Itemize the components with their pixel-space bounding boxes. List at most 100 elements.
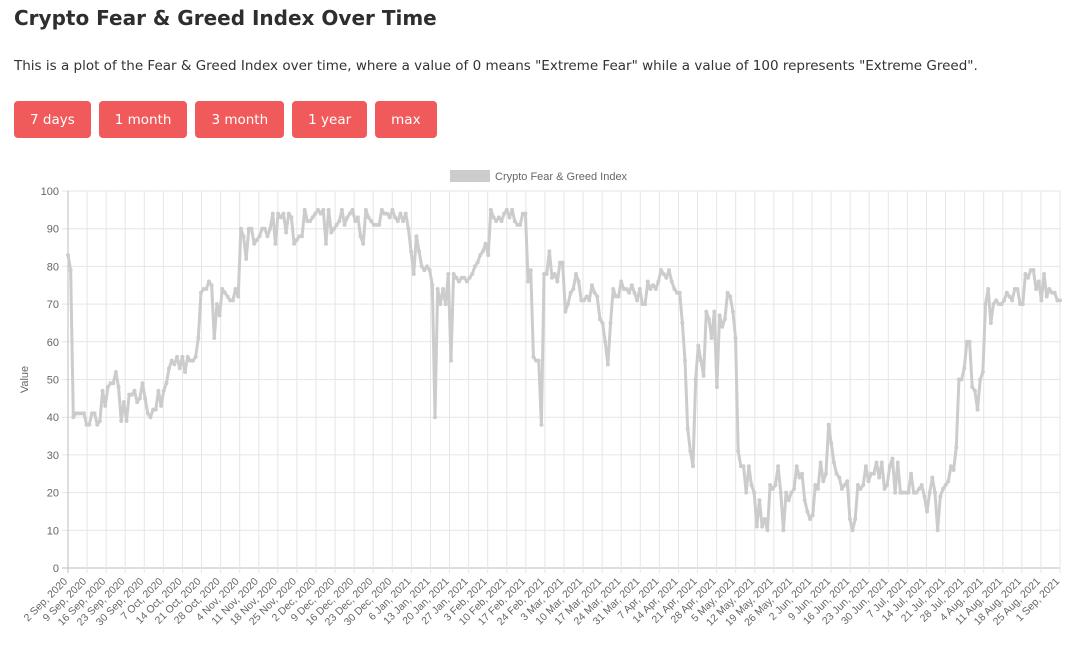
data-point[interactable] [970,385,975,390]
data-point[interactable] [185,354,190,359]
data-point[interactable] [308,219,313,224]
data-point[interactable] [839,486,844,491]
data-point[interactable] [478,253,483,258]
data-point[interactable] [802,498,807,503]
data-point[interactable] [661,271,666,276]
data-point[interactable] [938,494,943,499]
data-point[interactable] [206,279,211,284]
data-point[interactable] [337,219,342,224]
data-point[interactable] [262,226,267,231]
data-point[interactable] [496,215,501,220]
data-point[interactable] [709,336,714,341]
data-point[interactable] [66,253,70,258]
data-point[interactable] [140,381,145,386]
data-point[interactable] [821,479,826,484]
data-point[interactable] [196,336,201,341]
data-point[interactable] [874,460,879,465]
data-point[interactable] [510,207,515,212]
data-point[interactable] [762,516,767,521]
data-point[interactable] [1044,294,1049,299]
data-point[interactable] [531,354,536,359]
data-point[interactable] [770,486,775,491]
data-point[interactable] [209,283,214,288]
data-point[interactable] [704,309,709,314]
data-point[interactable] [92,411,97,416]
data-point[interactable] [379,207,384,212]
data-point[interactable] [539,422,544,427]
data-point[interactable] [940,486,945,491]
data-point[interactable] [690,464,695,469]
data-point[interactable] [648,287,653,292]
data-point[interactable] [664,275,669,280]
data-point[interactable] [1010,298,1015,303]
data-point[interactable] [818,460,823,465]
data-point[interactable] [369,219,374,224]
data-point[interactable] [230,298,235,303]
data-point[interactable] [456,279,461,284]
data-point[interactable] [292,241,297,246]
data-point[interactable] [1015,287,1020,292]
data-point[interactable] [712,309,717,314]
data-point[interactable] [909,471,914,476]
data-point[interactable] [933,490,937,495]
data-point[interactable] [148,415,153,420]
data-point[interactable] [925,509,930,514]
data-point[interactable] [951,467,956,472]
data-point[interactable] [97,418,102,423]
data-point[interactable] [547,249,552,254]
data-point[interactable] [1026,275,1031,280]
data-point[interactable] [175,354,180,359]
data-point[interactable] [504,207,509,212]
data-point[interactable] [871,471,876,476]
data-point[interactable] [164,381,169,386]
data-point[interactable] [1039,298,1044,303]
data-point[interactable] [571,287,576,292]
data-point[interactable] [366,215,371,220]
data-point[interactable] [398,211,403,216]
data-point[interactable] [680,320,685,325]
data-point[interactable] [669,279,674,284]
data-point[interactable] [499,219,504,224]
data-point[interactable] [270,211,275,216]
data-point[interactable] [696,343,701,348]
data-point[interactable] [565,302,570,307]
data-point[interactable] [143,396,148,401]
data-point[interactable] [717,313,722,318]
data-point[interactable] [815,486,820,491]
data-point[interactable] [922,494,927,499]
data-point[interactable] [603,339,608,344]
data-point[interactable] [845,479,850,484]
data-point[interactable] [414,234,419,239]
data-point[interactable] [693,377,698,382]
data-point[interactable] [353,219,358,224]
data-point[interactable] [345,215,350,220]
data-point[interactable] [573,271,578,276]
data-point[interactable] [409,249,414,254]
data-point[interactable] [1047,287,1052,292]
range-7-days-button[interactable]: 7 days [14,101,91,138]
data-point[interactable] [191,358,195,363]
data-point[interactable] [794,464,799,469]
data-point[interactable] [238,226,243,231]
data-point[interactable] [257,234,262,239]
data-point[interactable] [289,215,294,220]
data-point[interactable] [813,483,818,488]
data-point[interactable] [834,471,839,476]
data-point[interactable] [233,287,238,292]
data-point[interactable] [265,234,270,239]
data-point[interactable] [728,294,733,299]
data-point[interactable] [980,369,985,374]
data-point[interactable] [116,385,121,390]
data-point[interactable] [281,211,286,216]
range-max-button[interactable]: max [375,101,437,138]
data-point[interactable] [329,230,334,235]
data-point[interactable] [893,490,898,495]
data-point[interactable] [643,302,648,307]
data-point[interactable] [733,336,738,341]
data-point[interactable] [137,396,142,401]
data-point[interactable] [768,483,773,488]
data-point[interactable] [387,215,392,220]
data-point[interactable] [193,354,198,359]
data-point[interactable] [393,215,398,220]
data-point[interactable] [284,230,289,235]
